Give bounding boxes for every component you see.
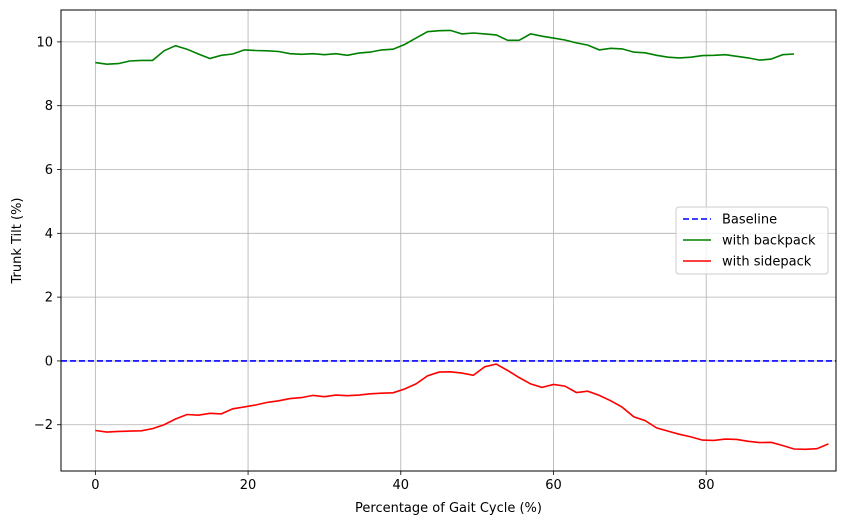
legend-label-baseline: Baseline <box>722 213 777 228</box>
x-axis-label: Percentage of Gait Cycle (%) <box>355 501 542 516</box>
x-tick-label: 40 <box>393 478 410 493</box>
y-tick-label: 2 <box>45 291 53 306</box>
axis-ticks: 0 20 40 60 80 −2 0 2 4 6 8 10 <box>34 35 715 493</box>
y-axis-label: Trunk Tilt (%) <box>10 197 25 284</box>
legend-label-backpack: with backpack <box>722 234 816 249</box>
legend-box <box>675 206 829 275</box>
series-line-2 <box>95 363 829 451</box>
x-tick-label: 0 <box>91 478 99 493</box>
legend-label-sidepack: with sidepack <box>722 255 812 270</box>
series-line-1 <box>95 29 795 66</box>
y-tick-label: 8 <box>45 99 53 114</box>
y-tick-label: 6 <box>45 163 53 178</box>
series-lines <box>61 29 836 451</box>
x-tick-label: 60 <box>545 478 562 493</box>
y-tick-label: −2 <box>34 418 53 433</box>
y-tick-label: 10 <box>36 35 53 50</box>
y-tick-label: 4 <box>45 227 53 242</box>
x-tick-label: 80 <box>698 478 715 493</box>
plot-frame <box>60 9 837 472</box>
legend: Baseline with backpack with sidepack <box>675 206 829 275</box>
y-tick-label: 0 <box>45 354 53 369</box>
x-tick-label: 20 <box>240 478 257 493</box>
